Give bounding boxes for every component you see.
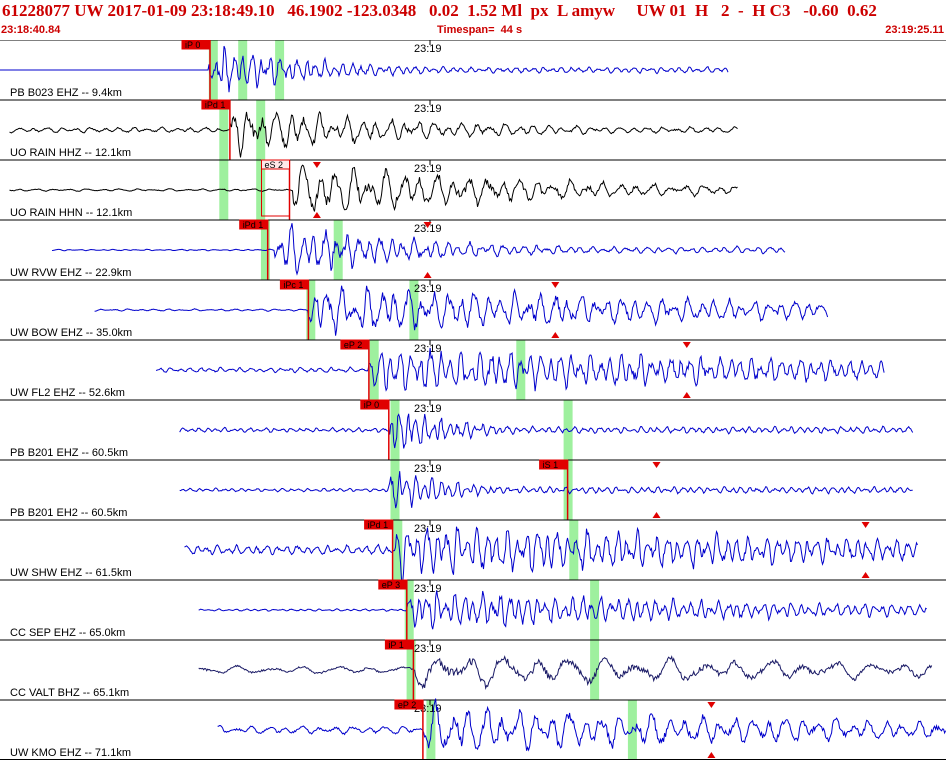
pick-label-7: iP 0 (364, 400, 379, 410)
waveform-10[interactable] (198, 590, 927, 630)
pick-window-3-2 (256, 160, 266, 220)
trace-label-10: CC SEP EHZ -- 65.0km (10, 627, 125, 639)
trace-label-5: UW BOW EHZ -- 35.0km (10, 327, 132, 339)
waveform-6[interactable] (155, 347, 885, 392)
amplitude-marker-top-5 (551, 282, 560, 288)
pick-label-6: eP 2 (344, 340, 362, 350)
time-tick-label-10: 23:19 (414, 583, 442, 595)
pick-window-1-2 (238, 40, 248, 100)
trace-label-12: UW KMO EHZ -- 71.1km (10, 747, 131, 759)
trace-label-4: UW RVW EHZ -- 22.9km (10, 267, 131, 279)
pick-window-10-2 (590, 580, 600, 640)
waveform-1[interactable] (0, 45, 729, 93)
waveform-2[interactable] (9, 110, 738, 158)
pick-flag-6[interactable] (340, 339, 370, 350)
amplitude-marker-top-12 (707, 702, 716, 708)
pick-label-3: eS 2 (265, 160, 284, 170)
pick-window-6-2 (516, 340, 526, 400)
time-tick-label-1: 23:19 (414, 43, 442, 55)
pick-label-12: eP 2 (398, 700, 416, 710)
pick-flag-5[interactable] (279, 279, 309, 290)
pick-window-6-1 (369, 340, 379, 400)
pick-label-4: iPd 1 (243, 220, 264, 230)
pick-label-5: iPc 1 (283, 280, 303, 290)
pick-label-11: iP 1 (388, 640, 403, 650)
amplitude-marker-top-4 (423, 222, 432, 228)
pick-flag-11[interactable] (384, 639, 414, 650)
waveform-7[interactable] (179, 413, 914, 449)
waveform-11[interactable] (198, 655, 933, 690)
pick-flag-12[interactable] (394, 699, 424, 710)
pick-window-9-1 (393, 520, 403, 580)
pick-label-8: iS 1 (543, 460, 559, 470)
pick-window-5-2 (409, 280, 419, 340)
trace-label-6: UW FL2 EHZ -- 52.6km (10, 387, 125, 399)
time-tick-label-11: 23:19 (414, 643, 442, 655)
trace-label-1: PB B023 EHZ -- 9.4km (10, 87, 122, 99)
trace-label-11: CC VALT BHZ -- 65.1km (10, 687, 129, 699)
pick-label-9: iPd 1 (368, 520, 389, 530)
trace-label-7: PB B201 EHZ -- 60.5km (10, 447, 128, 459)
waveform-4[interactable] (51, 223, 786, 276)
pick-window-11-1 (406, 640, 416, 700)
trace-label-2: UO RAIN HHZ -- 12.1km (10, 147, 131, 159)
waveform-8[interactable] (179, 471, 913, 509)
pick-window-3-1 (219, 160, 229, 220)
time-tick-label-6: 23:19 (414, 343, 442, 355)
amplitude-marker-bottom-9 (861, 572, 870, 578)
event-header: 61228077 UW 2017-01-09 23:18:49.10 46.19… (0, 0, 946, 40)
pick-flag-2[interactable] (201, 99, 231, 110)
pick-window-11-2 (590, 640, 600, 700)
amplitude-marker-top-3 (312, 162, 321, 168)
trace-label-8: PB B201 EH2 -- 60.5km (10, 507, 127, 519)
waveform-5[interactable] (94, 285, 829, 336)
amplitude-marker-bottom-12 (707, 752, 716, 758)
pick-window-7-1 (390, 400, 400, 460)
time-tick-label-8: 23:19 (414, 463, 442, 475)
time-tick-label-3: 23:19 (414, 163, 442, 175)
waveform-12[interactable] (217, 698, 946, 752)
timespan-label: Timespan= 44 s (437, 24, 523, 36)
waveform-9[interactable] (184, 526, 918, 585)
amplitude-marker-bottom-3 (312, 212, 321, 218)
time-tick-label-7: 23:19 (414, 403, 442, 415)
time-tick-label-2: 23:19 (414, 103, 442, 115)
event-summary-title: 61228077 UW 2017-01-09 23:18:49.10 46.19… (2, 1, 877, 20)
pick-window-10-1 (404, 580, 414, 640)
start-time-label: 23:18:40.84 (1, 24, 61, 36)
amplitude-marker-top-6 (682, 342, 691, 348)
pick-window-1-3 (275, 40, 285, 100)
waveform-3[interactable] (9, 164, 738, 212)
pick-flag-7[interactable] (360, 399, 390, 410)
pick-window-2-1 (219, 100, 229, 160)
amplitude-marker-bottom-4 (423, 272, 432, 278)
seismogram-panel[interactable]: 23:19 iP 0 PB B023 EHZ -- 9.4km 23:19 iPd 1 U… (0, 40, 946, 760)
pick-flag-1[interactable] (181, 40, 211, 50)
trace-label-3: UO RAIN HHN -- 12.1km (10, 207, 132, 219)
pick-window-5-1 (306, 280, 316, 340)
amplitude-marker-top-8 (652, 462, 661, 468)
end-time-label: 23:19:25.11 (885, 24, 944, 36)
pick-flag-4[interactable] (239, 219, 269, 230)
pick-box-3 (261, 159, 290, 217)
pick-label-2: iPd 1 (205, 100, 226, 110)
amplitude-marker-bottom-5 (551, 332, 560, 338)
pick-window-1-1 (208, 40, 218, 100)
pick-flag-9[interactable] (364, 519, 394, 530)
trace-label-9: UW SHW EHZ -- 61.5km (10, 567, 132, 579)
pick-flag-8[interactable] (539, 459, 569, 470)
pick-label-10: eP 3 (382, 580, 400, 590)
pick-flag-10[interactable] (378, 579, 408, 590)
pick-label-1: iP 0 (185, 40, 200, 50)
amplitude-marker-bottom-8 (652, 512, 661, 518)
time-tick-label-5: 23:19 (414, 283, 442, 295)
time-tick-label-4: 23:19 (414, 223, 442, 235)
amplitude-marker-bottom-6 (682, 392, 691, 398)
pick-window-8-1 (390, 460, 400, 520)
amplitude-marker-top-9 (861, 522, 870, 528)
